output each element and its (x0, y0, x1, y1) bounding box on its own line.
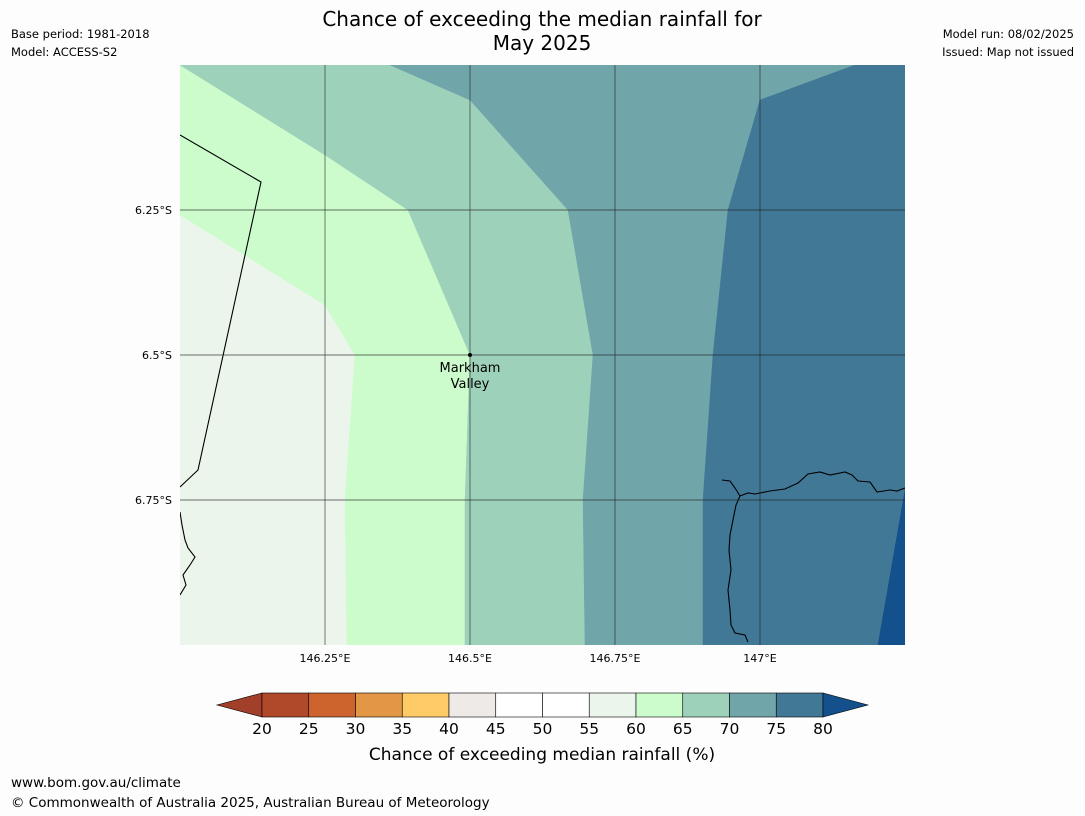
colorbar-segment (682, 692, 730, 718)
zone-80-plus-b (877, 489, 905, 645)
colorbar-tick: 80 (813, 720, 833, 738)
colorbar-tick: 60 (626, 720, 646, 738)
colorbar-tick: 65 (672, 720, 693, 738)
colorbar-tick-labels: 20 25 30 35 40 45 50 55 60 65 70 75 80 (0, 719, 1085, 739)
meta-left: Base period: 1981-2018 Model: ACCESS-S2 (11, 25, 150, 61)
map-title: Chance of exceeding the median rainfall … (242, 7, 842, 55)
colorbar-tick: 50 (532, 720, 553, 738)
lat-label: 6.75°S (135, 494, 172, 507)
place-name-line-2: Valley (451, 377, 490, 392)
colorbar-tick: 45 (485, 720, 506, 738)
place-dot (468, 353, 472, 357)
colorbar-segment (542, 692, 590, 718)
model-name: Model: ACCESS-S2 (11, 45, 118, 59)
colorbar-segment (588, 692, 637, 718)
base-period: Base period: 1981-2018 (11, 27, 150, 41)
lat-labels: 6.25°S 6.5°S 6.75°S (135, 204, 172, 507)
colorbar-segment (448, 692, 497, 718)
colorbar-tick: 20 (252, 720, 272, 738)
colorbar-tick: 40 (439, 720, 459, 738)
colorbar-tick: 55 (579, 720, 600, 738)
lon-label: 146.25°E (300, 652, 351, 665)
colorbar-title: Chance of exceeding median rainfall (%) (368, 745, 716, 765)
issued-status: Issued: Map not issued (942, 45, 1074, 59)
map-plot-area[interactable] (180, 65, 905, 645)
footer-copyright: © Commonwealth of Australia 2025, Austra… (11, 795, 490, 811)
colorbar-over-arrow (822, 692, 870, 718)
colorbar-segment (729, 692, 777, 718)
colorbar-tick: 30 (345, 720, 366, 738)
colorbar-segment (308, 692, 356, 718)
lon-labels: 146.25°E 146.5°E 146.75°E 147°E (300, 652, 777, 665)
place-marker: Markham Valley (440, 353, 501, 392)
colorbar-under-arrow (215, 692, 263, 718)
colorbar-tick: 70 (719, 720, 740, 738)
footer-url: www.bom.gov.au/climate (11, 775, 181, 791)
lon-label: 147°E (743, 652, 776, 665)
colorbar-segment (401, 692, 450, 718)
model-run: Model run: 08/02/2025 (942, 27, 1074, 41)
colorbar-segment (355, 692, 403, 718)
place-name-line-1: Markham (440, 361, 501, 376)
coastline (180, 134, 905, 643)
lat-label: 6.5°S (142, 349, 172, 362)
colorbar-segment (495, 692, 543, 718)
lat-label: 6.25°S (135, 204, 172, 217)
colorbar-segment (261, 692, 310, 718)
colorbar-segment (775, 692, 824, 718)
colorbar-tick: 75 (766, 720, 787, 738)
lon-label: 146.5°E (448, 652, 492, 665)
lon-label: 146.75°E (590, 652, 641, 665)
title-line-1: Chance of exceeding the median rainfall … (322, 7, 762, 31)
title-line-2: May 2025 (492, 31, 592, 55)
colorbar-segment (635, 692, 684, 718)
colorbar (215, 692, 870, 718)
colorbar-tick: 25 (298, 720, 319, 738)
colorbar-tick: 35 (392, 720, 413, 738)
meta-right: Model run: 08/02/2025 Issued: Map not is… (942, 25, 1074, 61)
